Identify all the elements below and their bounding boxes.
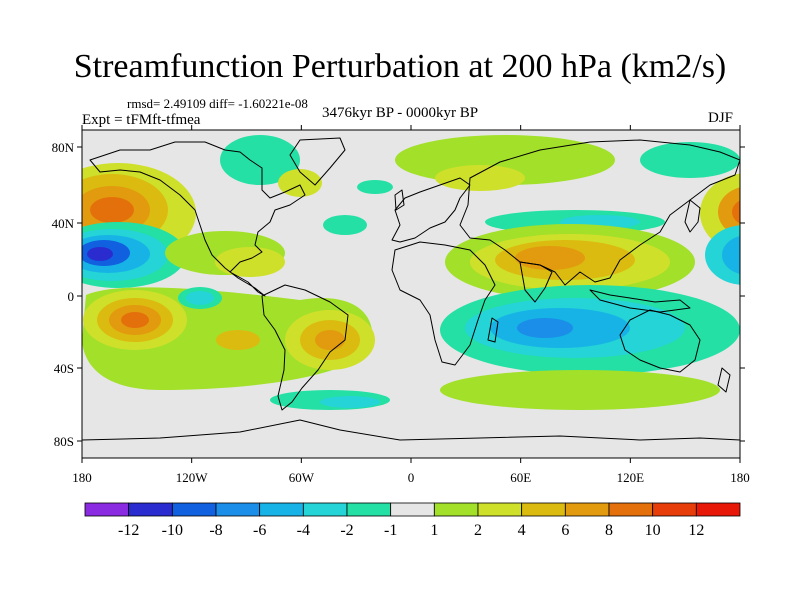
indian-ocean-anomaly [440,285,740,375]
coast-australia [619,309,701,373]
coast-europe [391,177,471,243]
colorbar-label: 12 [688,522,704,539]
lon-tick-label: 180 [730,470,750,485]
lon-tick-label: 120W [176,470,209,485]
colorbar-swatch [128,502,173,517]
coast-japan [684,199,701,233]
colorbar-swatch [215,502,261,517]
coast-new-zealand [717,367,731,393]
lon-tick-label: 0 [408,470,415,485]
colorbar-swatch [521,502,566,517]
colorbar-label: -10 [162,522,183,539]
lat-tick-label: 40N [52,216,75,231]
coast-greenland [289,137,346,186]
coast-india [519,261,553,303]
colorbar-swatch [346,502,392,517]
colorbar-swatch [477,502,523,517]
colorbar-swatch [564,502,610,517]
lon-tick-label: 60E [510,470,531,485]
colorbar-swatch [695,502,741,517]
south-pacific-anomaly [82,287,375,390]
colorbar-label: -2 [340,522,353,539]
lon-tick-label: 180 [72,470,92,485]
colorbar-label: 6 [561,522,569,539]
lat-tick-label: 40S [54,361,74,376]
north-america-anomaly [165,135,393,410]
colorbar-swatch [608,502,654,517]
period-label: 3476kyr BP - 0000kyr BP [322,105,479,121]
colorbar-label: -1 [384,522,397,539]
southern-ocean-anomaly [440,370,720,410]
colorbar-label: -4 [297,522,310,539]
eurasia-anomaly [395,135,740,234]
colorbar-swatch [652,502,697,517]
central-pacific-negative [178,287,222,309]
colorbar-swatch [171,502,217,517]
subtropical-pacific-anomaly [82,222,740,288]
chart-title: Streamfunction Perturbation at 200 hPa (… [73,48,727,85]
lon-tick-label: 120E [617,470,645,485]
coast-africa [391,241,496,366]
colorbar-swatch [302,502,348,517]
lon-tick-label: 60W [289,470,315,485]
colorbar-swatch [433,502,479,517]
colorbar-label: -6 [253,522,266,539]
coast-asia [459,139,740,286]
south-asia-anomaly [445,224,695,300]
lat-tick-label: 0 [68,289,75,304]
lat-tick-label: 80S [54,434,74,449]
coast-british-isles [394,189,405,211]
coastlines [82,137,740,441]
season-label: DJF [708,110,734,126]
coast-antarctica [82,419,740,441]
stats-text: rmsd= 2.49109 diff= -1.60221e-08 [127,96,308,111]
coast-north-america [89,141,306,297]
axis-ticks: 80N 40N 0 40S 80S 180 120W 60W 0 60E 120E 180 [52,125,750,485]
colorbar: -12 -10 -8 -6 -4 -2 -1 1 2 4 6 8 10 12 [84,502,741,539]
colorbar-swatch [259,502,304,517]
colorbar-label: 1 [430,522,438,539]
colorbar-swatch [84,502,130,517]
colorbar-label: 2 [474,522,482,539]
colorbar-swatch [390,502,435,517]
experiment-label: Expt = tFMft-tfmea [82,112,201,128]
coast-madagascar [487,317,499,343]
anomaly-fields [82,135,740,410]
colorbar-label: -12 [118,522,139,539]
colorbar-label: 4 [518,522,526,539]
coast-south-america [261,284,349,411]
coast-indonesia [589,289,691,313]
colorbar-label: 8 [605,522,613,539]
colorbar-label: -8 [209,522,222,539]
colorbar-label: 10 [645,522,661,539]
lat-tick-label: 80N [52,140,75,155]
